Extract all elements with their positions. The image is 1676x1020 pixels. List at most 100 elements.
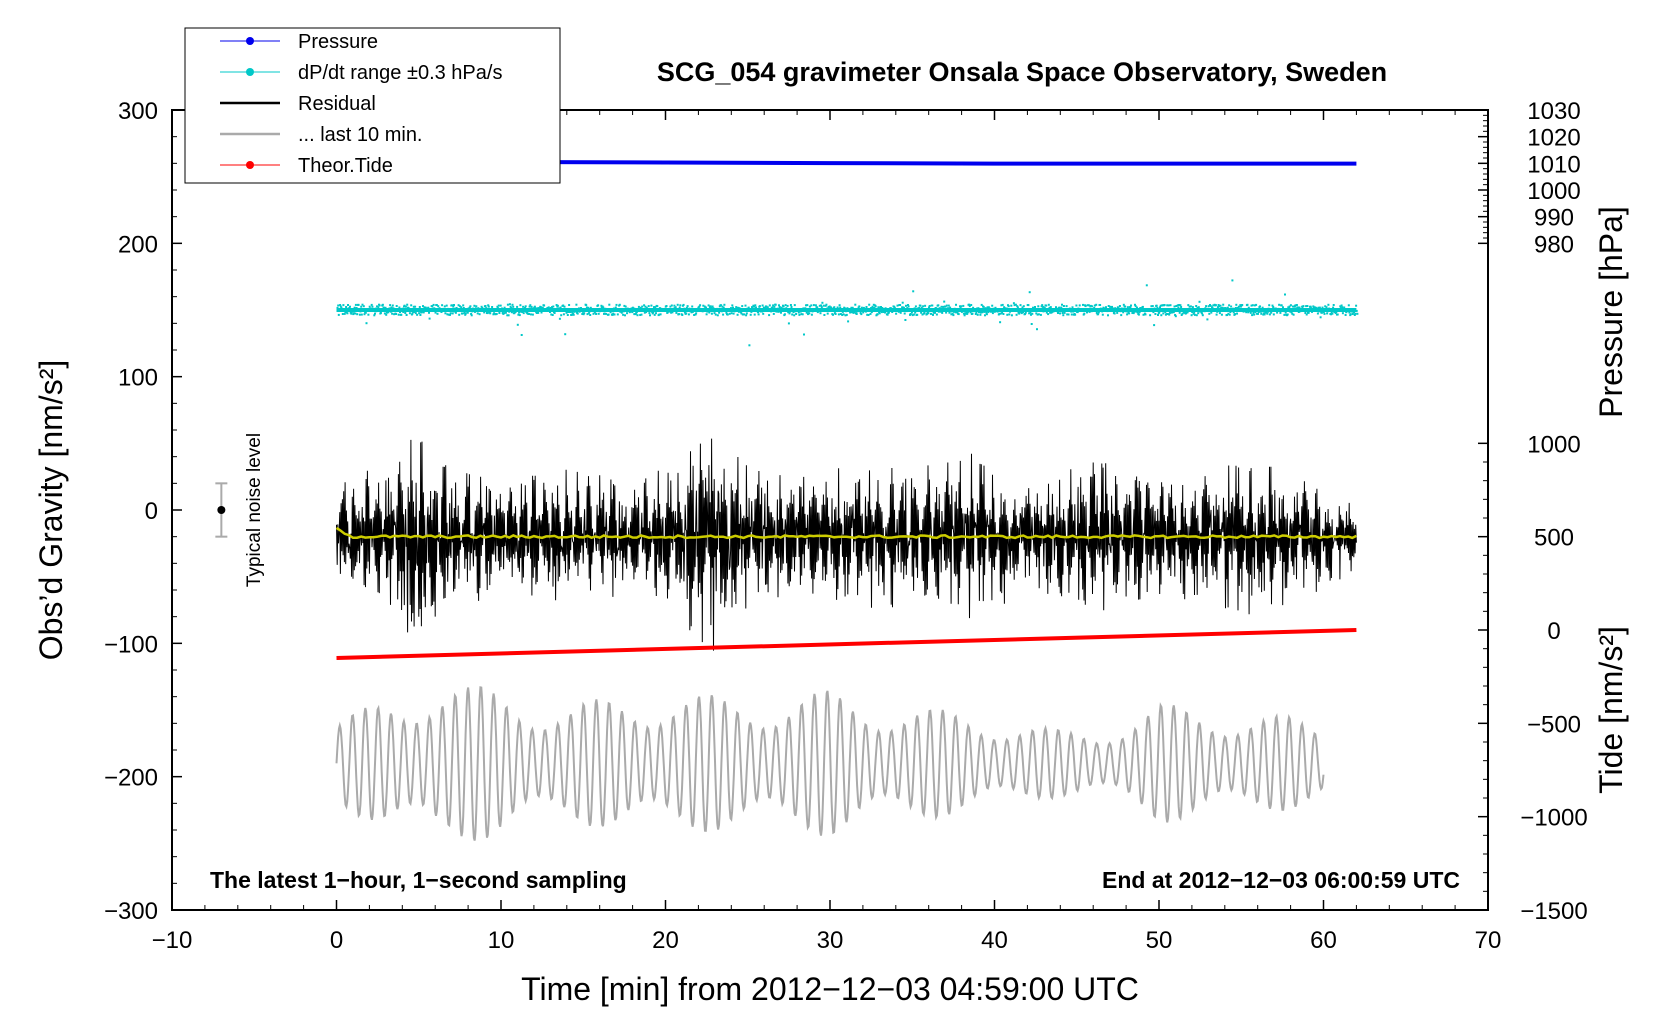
dpdt-point <box>1252 312 1255 314</box>
dpdt-point <box>592 312 595 315</box>
series-dpdt <box>336 279 1359 347</box>
dpdt-point <box>1028 312 1031 315</box>
dpdt-point <box>422 305 424 308</box>
dpdt-point <box>356 313 359 316</box>
dpdt-point <box>821 301 824 304</box>
dpdt-point <box>943 300 946 303</box>
dpdt-point <box>478 313 481 316</box>
dpdt-point <box>999 321 1002 324</box>
dpdt-point <box>517 313 520 316</box>
y-tick-label: 300 <box>118 98 158 125</box>
dpdt-point <box>878 312 881 315</box>
dpdt-point <box>1012 302 1015 305</box>
dpdt-point <box>1221 306 1224 309</box>
dpdt-point <box>1102 306 1105 309</box>
legend-label: Pressure <box>298 31 378 53</box>
dpdt-point <box>487 304 490 307</box>
dpdt-point <box>718 305 721 308</box>
dpdt-point <box>1093 304 1096 307</box>
dpdt-point <box>1134 305 1137 308</box>
dpdt-point <box>1286 313 1289 316</box>
dpdt-point <box>503 306 506 309</box>
dpdt-point <box>1016 306 1019 309</box>
dpdt-point <box>385 313 388 316</box>
dpdt-point <box>981 311 984 314</box>
dpdt-point <box>960 305 963 308</box>
dpdt-point <box>833 306 836 309</box>
dpdt-point <box>854 303 857 306</box>
dpdt-point <box>1247 306 1250 309</box>
dpdt-point <box>1195 305 1198 307</box>
dpdt-point <box>1089 304 1092 307</box>
dpdt-point <box>373 314 376 317</box>
dpdt-point <box>893 306 896 309</box>
dpdt-point <box>1193 313 1196 316</box>
dpdt-point <box>1030 313 1032 316</box>
dpdt-point <box>952 314 955 317</box>
dpdt-point <box>962 312 965 315</box>
noise-bar-point <box>217 506 226 514</box>
dpdt-point <box>1288 306 1290 309</box>
dpdt-point <box>937 304 940 307</box>
dpdt-point <box>986 306 989 309</box>
dpdt-point <box>1276 311 1279 314</box>
x-tick-label: 40 <box>981 927 1008 954</box>
dpdt-point <box>1130 304 1132 307</box>
dpdt-point <box>648 312 651 315</box>
dpdt-point <box>832 313 834 316</box>
dpdt-point <box>1057 312 1059 314</box>
dpdt-point <box>368 305 371 308</box>
dpdt-point <box>699 304 702 307</box>
dpdt-point <box>1116 306 1119 309</box>
dpdt-point <box>1150 305 1153 308</box>
dpdt-point <box>1035 312 1038 315</box>
dpdt-point <box>683 311 686 314</box>
dpdt-point <box>998 312 1001 315</box>
dpdt-point <box>1261 306 1264 309</box>
dpdt-point <box>389 304 392 307</box>
dpdt-point <box>800 313 803 316</box>
dpdt-point <box>518 311 521 314</box>
dpdt-point <box>1060 306 1063 309</box>
dpdt-point <box>969 311 972 314</box>
dpdt-point <box>551 314 554 316</box>
dpdt-point <box>428 317 431 320</box>
dpdt-point <box>1257 312 1259 315</box>
dpdt-point <box>1266 312 1269 315</box>
dpdt-point <box>678 306 681 309</box>
dpdt-point <box>910 311 913 314</box>
dpdt-point <box>877 306 880 309</box>
dpdt-point <box>451 312 454 315</box>
legend-box <box>184 27 561 184</box>
dpdt-point <box>1239 304 1242 307</box>
legend-marker <box>246 37 254 45</box>
dpdt-point <box>1316 312 1319 315</box>
dpdt-point <box>865 306 868 308</box>
dpdt-point <box>862 306 865 309</box>
dpdt-point <box>725 311 728 314</box>
dpdt-point <box>1128 312 1131 315</box>
dpdt-point <box>867 314 870 316</box>
dpdt-point <box>948 311 951 314</box>
dpdt-point <box>434 311 437 314</box>
dpdt-point <box>810 313 813 316</box>
dpdt-point <box>470 312 473 315</box>
legend: Pressure dP/dt range ±0.3 hPa/s Residual..… <box>184 27 561 184</box>
dpdt-point <box>944 305 947 308</box>
dpdt-point <box>634 313 637 316</box>
dpdt-point <box>1164 311 1167 314</box>
dpdt-point <box>1343 306 1346 309</box>
dpdt-point <box>1288 305 1291 308</box>
dpdt-point <box>1296 306 1299 309</box>
dpdt-point <box>1241 304 1244 306</box>
dpdt-point <box>385 311 388 314</box>
dpdt-point <box>1238 305 1240 308</box>
dpdt-point <box>1334 312 1337 315</box>
dpdt-point <box>1156 306 1159 309</box>
dpdt-point <box>1234 313 1236 316</box>
dpdt-point <box>945 304 948 307</box>
dpdt-point <box>1022 311 1025 314</box>
dpdt-point <box>984 314 986 317</box>
dpdt-point <box>693 314 696 316</box>
dpdt-point <box>754 304 757 307</box>
